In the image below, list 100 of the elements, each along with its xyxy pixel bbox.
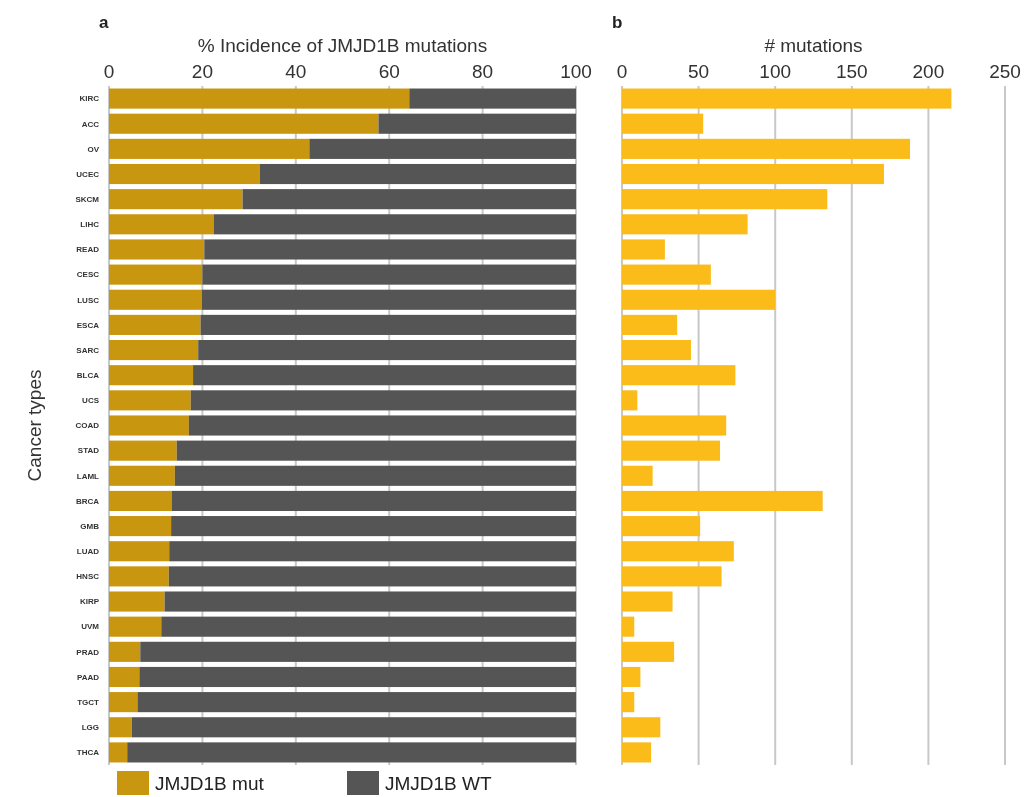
bar: [109, 264, 203, 285]
x-tick-label: 0: [103, 61, 115, 82]
bar: [109, 566, 169, 587]
bar: [109, 591, 165, 612]
bar: [171, 516, 576, 537]
bar: [204, 239, 576, 260]
bar: [622, 239, 665, 260]
y-tick-label: GMB: [80, 521, 100, 531]
bar: [109, 440, 177, 461]
legend-label: JMJD1B WT: [385, 772, 492, 794]
bar: [140, 641, 576, 662]
bar: [622, 390, 638, 411]
bar: [169, 541, 576, 562]
x-axis-title: # mutations: [764, 35, 863, 56]
bar: [109, 717, 132, 738]
bar: [109, 415, 189, 436]
x-axis-title: % Incidence of JMJD1B mutations: [197, 35, 488, 56]
bar: [109, 516, 172, 537]
bar: [200, 314, 576, 335]
bar: [109, 163, 260, 185]
y-tick-label: SKCM: [75, 194, 100, 204]
bar: [259, 163, 576, 185]
bar: [622, 415, 727, 436]
x-tick-label: 20: [191, 61, 213, 82]
bar: [622, 566, 722, 587]
bar: [622, 314, 678, 335]
bar: [622, 591, 673, 612]
y-tick-label: BLCA: [76, 371, 100, 380]
bar: [622, 516, 701, 537]
bar: [131, 717, 576, 738]
bar: [622, 365, 736, 386]
bar: [109, 490, 172, 511]
bar: [622, 138, 911, 159]
bar: [109, 390, 191, 411]
bar: [622, 289, 776, 310]
x-tick-label: 80: [472, 61, 494, 82]
bar: [622, 189, 828, 210]
y-tick-label: PAAD: [76, 672, 100, 682]
bar: [109, 340, 199, 361]
x-tick-label: 200: [912, 61, 945, 82]
bar: [109, 214, 214, 235]
bar: [109, 239, 205, 260]
y-tick-label: CESC: [76, 270, 100, 280]
text: a: [99, 13, 109, 32]
y-tick-label: TGCT: [77, 697, 100, 707]
bar: [168, 566, 576, 587]
bar: [164, 591, 576, 612]
bar: [109, 189, 243, 210]
y-axis-title: Cancer types: [24, 369, 45, 482]
bar: [378, 113, 576, 134]
y-tick-label: LUAD: [76, 547, 100, 557]
bar: [109, 88, 410, 109]
y-tick-label: BRCA: [75, 496, 100, 506]
bar: [188, 415, 576, 436]
bar: [213, 214, 576, 235]
bar: [622, 490, 823, 511]
bar: [198, 340, 576, 361]
x-tick-label: 100: [560, 61, 592, 82]
y-tick-label: ESCA: [76, 320, 100, 330]
bar: [622, 692, 635, 713]
bar: [109, 692, 138, 713]
y-tick-label: THCA: [76, 748, 100, 758]
y-tick-label: STAD: [77, 446, 100, 456]
bar: [622, 163, 884, 185]
bar: [622, 264, 711, 285]
bar: [109, 465, 175, 486]
bar: [176, 440, 576, 461]
x-tick-label: 60: [378, 61, 400, 82]
bar: [174, 465, 576, 486]
bar: [109, 666, 140, 688]
bar: [622, 717, 661, 738]
x-tick-label: 150: [835, 61, 868, 82]
bar: [137, 692, 576, 713]
x-tick-label: 100: [759, 61, 792, 82]
bar: [622, 214, 748, 235]
y-tick-label: LAML: [76, 471, 100, 481]
bar: [109, 314, 201, 335]
bar: [622, 742, 652, 763]
y-tick-label: LUSC: [77, 295, 100, 305]
y-tick-label: KIRC: [79, 94, 100, 104]
y-tick-label: LIHC: [80, 220, 100, 230]
bar: [201, 289, 576, 310]
y-tick-label: UCEC: [76, 169, 100, 179]
bar: [161, 616, 576, 637]
bar: [202, 264, 576, 285]
bar: [622, 440, 721, 461]
x-tick-label: 40: [285, 61, 307, 82]
x-tick-label: 0: [616, 61, 628, 82]
bar: [622, 541, 734, 562]
bar: [309, 138, 576, 159]
bar: [622, 616, 635, 637]
bar: [193, 365, 576, 386]
x-tick-label: 50: [688, 61, 710, 82]
y-tick-label: ACC: [81, 119, 100, 129]
bar: [109, 541, 170, 562]
bar: [109, 289, 202, 310]
bar: [242, 189, 576, 210]
bar: [622, 88, 952, 109]
y-tick-label: COAD: [75, 421, 100, 431]
y-tick-label: SARC: [76, 345, 100, 355]
